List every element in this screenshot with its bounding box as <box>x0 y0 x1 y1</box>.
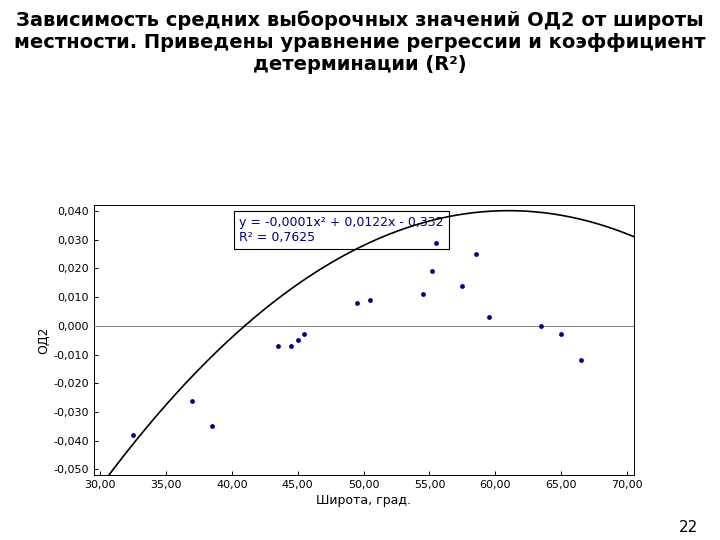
X-axis label: Широта, град.: Широта, град. <box>316 494 411 507</box>
Point <box>417 290 428 299</box>
Point <box>351 299 363 307</box>
Point <box>207 422 218 431</box>
Text: 22: 22 <box>679 519 698 535</box>
Point <box>431 238 442 247</box>
Point <box>299 330 310 339</box>
Point <box>186 396 198 405</box>
Text: y = -0,0001x² + 0,0122x - 0,332
R² = 0,7625: y = -0,0001x² + 0,0122x - 0,332 R² = 0,7… <box>240 216 444 244</box>
Point <box>364 296 376 305</box>
Point <box>555 330 567 339</box>
Point <box>127 431 139 440</box>
Point <box>292 336 304 345</box>
Point <box>469 249 481 258</box>
Text: Зависимость средних выборочных значений ОД2 от широты
местности. Приведены уравн: Зависимость средних выборочных значений … <box>14 11 706 75</box>
Point <box>575 356 587 364</box>
Point <box>483 313 495 321</box>
Point <box>285 342 297 350</box>
Point <box>426 267 438 275</box>
Point <box>456 281 468 290</box>
Y-axis label: ОД2: ОД2 <box>37 327 50 354</box>
Point <box>272 342 284 350</box>
Point <box>536 321 547 330</box>
